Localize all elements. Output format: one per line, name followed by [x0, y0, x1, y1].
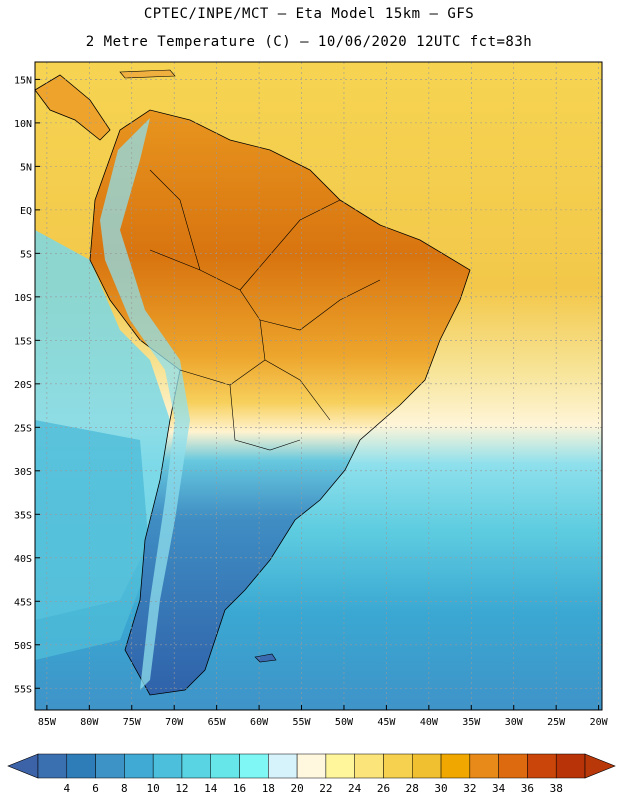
- colorbar-swatch: [124, 753, 154, 779]
- colorbar-swatch: [296, 753, 327, 779]
- lon-label: 80W: [80, 717, 99, 728]
- lat-label: 5N: [20, 162, 32, 173]
- colorbar-swatch: [412, 753, 442, 779]
- lat-label: 10N: [14, 119, 32, 130]
- lat-label: 50S: [14, 641, 32, 652]
- colorbar-swatch: [152, 753, 183, 779]
- caribbean-island: [119, 69, 176, 79]
- lat-label: 30S: [14, 467, 32, 478]
- lon-label: 40W: [420, 717, 439, 728]
- pacific-cold-zone: [35, 420, 150, 660]
- colorbar-swatch: [95, 753, 125, 779]
- colorbar-label: 38: [549, 782, 563, 795]
- lon-label: 75W: [123, 717, 142, 728]
- colorbar-swatch: [383, 753, 413, 779]
- colorbar-swatch: [268, 753, 298, 779]
- longitude-labels: 85W 80W 75W 70W 65W 60W 55W 50W 45W 40W 35W 30W 25W 2…: [38, 705, 609, 728]
- colorbar: [7, 753, 616, 779]
- colorbar-label: 18: [261, 782, 275, 795]
- colorbar-label: 20: [290, 782, 304, 795]
- colorbar-swatch: [527, 753, 557, 779]
- latitude-labels: 15N 10N 5N EQ 5S 10S 15S 20S 25S 30S 35S 40S 45S 50S 5…: [14, 75, 40, 695]
- lon-label: 65W: [208, 717, 227, 728]
- lat-label: 10S: [14, 293, 32, 304]
- colorbar-swatch: [440, 753, 471, 779]
- colorbar-label: 12: [175, 782, 189, 795]
- lon-label: 60W: [250, 717, 269, 728]
- lon-label: 35W: [462, 717, 481, 728]
- colorbar-label: 6: [92, 782, 99, 795]
- lat-label: 25S: [14, 423, 32, 434]
- lat-label: 20S: [14, 380, 32, 391]
- colorbar-label: 24: [348, 782, 362, 795]
- map-title: CPTEC/INPE/MCT – Eta Model 15km – GFS: [143, 6, 475, 22]
- colorbar-swatch: [37, 753, 68, 779]
- colorbar-label: 36: [520, 782, 535, 795]
- lon-label: 85W: [38, 717, 57, 728]
- lon-label: 70W: [165, 717, 184, 728]
- map-area[interactable]: [35, 62, 602, 710]
- graticule: [35, 62, 602, 710]
- lon-label: 20W: [590, 717, 609, 728]
- lon-label: 45W: [377, 717, 396, 728]
- colorbar-swatch: [66, 753, 96, 779]
- colorbar-label: 32: [463, 782, 477, 795]
- colorbar-swatch: [239, 753, 269, 779]
- lat-label: 40S: [14, 554, 32, 565]
- lat-label: 55S: [14, 684, 32, 695]
- lon-label: 50W: [335, 717, 354, 728]
- colorbar-swatch: [325, 753, 355, 779]
- colorbar-swatch: [354, 753, 384, 779]
- lat-label: EQ: [20, 206, 32, 217]
- colorbar-label: 14: [204, 782, 218, 795]
- colorbar-high-arrow: [584, 753, 616, 779]
- south-america-land: [89, 109, 471, 696]
- lat-label: 15S: [14, 336, 32, 347]
- colorbar-label: 34: [492, 782, 506, 795]
- colorbar-swatch: [181, 753, 211, 779]
- lon-label: 25W: [547, 717, 566, 728]
- lon-label: 55W: [292, 717, 311, 728]
- country-borders: [149, 169, 381, 451]
- lat-label: 5S: [20, 249, 32, 260]
- colorbar-label: 4: [63, 782, 71, 795]
- colorbar-label: 30: [434, 782, 448, 795]
- map-border: [34, 61, 603, 711]
- falkland-islands: [254, 653, 277, 663]
- colorbar-swatch: [498, 753, 528, 779]
- lon-label: 30W: [505, 717, 524, 728]
- colorbar-label: 10: [146, 782, 160, 795]
- colorbar-swatch: [469, 753, 499, 779]
- map-subtitle: 2 Metre Temperature (C) – 10/06/2020 12U…: [85, 34, 533, 50]
- lat-label: 35S: [14, 510, 32, 521]
- colorbar-label: 8: [121, 782, 128, 795]
- lat-label: 45S: [14, 597, 32, 608]
- lat-label: 15N: [14, 75, 32, 86]
- colorbar-swatch: [555, 753, 586, 779]
- colorbar-low-arrow: [7, 753, 39, 779]
- colorbar-label: 28: [405, 782, 419, 795]
- colorbar-label: 26: [376, 782, 391, 795]
- colorbar-swatch: [210, 753, 240, 779]
- colorbar-label: 22: [319, 782, 333, 795]
- colorbar-label: 16: [232, 782, 247, 795]
- andes-ridge: [100, 118, 190, 690]
